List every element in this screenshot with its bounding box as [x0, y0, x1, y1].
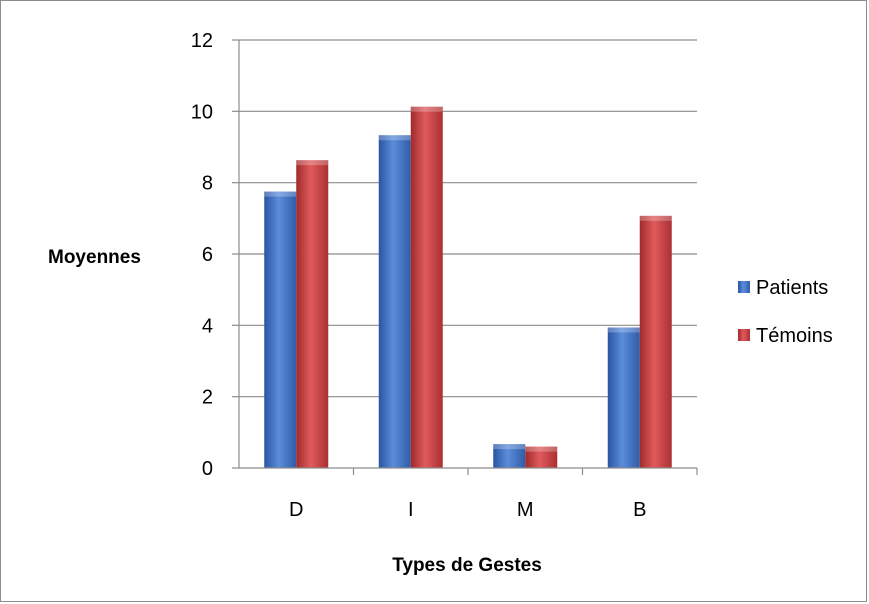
x-tick-label: D: [289, 499, 303, 521]
bar-highlight: [296, 160, 329, 166]
bars: [264, 106, 672, 469]
x-axis-title: Types de Gestes: [392, 555, 542, 576]
y-tick-labels: 0 2 4 6 8 10 12: [191, 30, 213, 480]
bar-B-series-0: [607, 327, 640, 468]
bar-M-series-0: [493, 444, 526, 468]
legend-label-1: Témoins: [756, 325, 833, 347]
bar-highlight: [639, 215, 672, 221]
bar-I-series-0: [378, 135, 411, 469]
bar-I-series-1: [410, 106, 443, 469]
axes: [232, 39, 698, 475]
y-tick-label: 0: [202, 458, 213, 480]
bar-highlight: [410, 106, 443, 112]
legend-label-0: Patients: [756, 277, 828, 299]
y-tick-label: 6: [202, 244, 213, 266]
y-tick-label: 4: [202, 315, 213, 337]
x-tick-label: B: [633, 499, 646, 521]
legend-swatch-1: [738, 329, 750, 341]
bar-highlight: [264, 191, 297, 197]
bar-D-series-0: [264, 191, 297, 469]
legend-swatch-0: [738, 281, 750, 293]
bar-M-series-1: [525, 446, 558, 468]
y-tick-label: 2: [202, 387, 213, 409]
bar-highlight: [493, 444, 526, 450]
x-tick-label: M: [517, 499, 534, 521]
bar-highlight: [525, 446, 558, 452]
bar-highlight: [607, 327, 640, 333]
legend: Patients Témoins: [738, 277, 833, 347]
bar-highlight: [378, 135, 411, 141]
x-tick-label: I: [408, 499, 414, 521]
y-axis-title: Moyennes: [48, 247, 141, 268]
y-tick-label: 8: [202, 173, 213, 195]
bar-D-series-1: [296, 160, 329, 469]
bar-B-series-1: [639, 215, 672, 468]
y-tick-label: 10: [191, 101, 213, 123]
y-tick-label: 12: [191, 30, 213, 52]
